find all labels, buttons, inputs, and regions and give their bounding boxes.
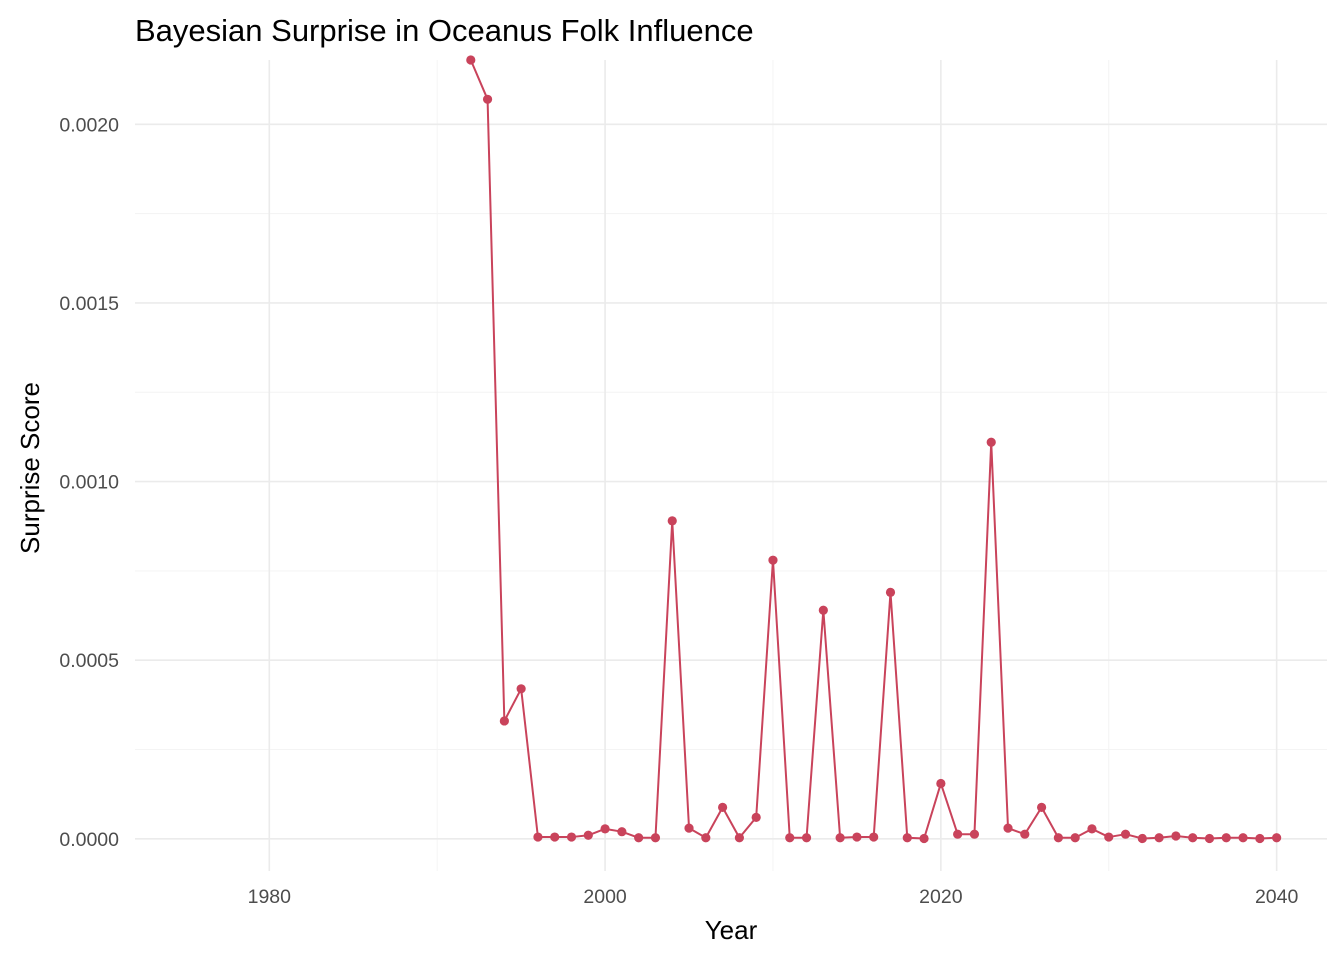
x-axis-tick-labels: 1980 2000 2020 2040 xyxy=(248,886,1299,908)
data-point xyxy=(634,833,644,843)
x-tick-label: 2020 xyxy=(919,886,963,908)
data-point xyxy=(902,833,912,843)
data-point xyxy=(986,437,996,447)
data-point xyxy=(919,833,929,844)
data-point xyxy=(1036,802,1047,813)
chart-title: Bayesian Surprise in Oceanus Folk Influe… xyxy=(135,13,754,48)
data-point xyxy=(734,833,744,843)
data-point xyxy=(1053,833,1063,843)
y-axis-title: Surprise Score xyxy=(15,382,45,554)
data-point xyxy=(818,605,828,615)
data-point xyxy=(835,833,845,843)
series-line xyxy=(469,59,1277,840)
data-point xyxy=(1221,833,1231,843)
data-point xyxy=(1137,833,1147,844)
data-point xyxy=(1238,833,1248,843)
x-tick-label: 2040 xyxy=(1255,886,1299,908)
data-point xyxy=(566,832,577,842)
data-point xyxy=(1003,823,1013,833)
data-point xyxy=(969,829,980,839)
data-point xyxy=(499,716,509,726)
data-point xyxy=(533,832,543,842)
data-point xyxy=(869,832,879,842)
x-axis-title: Year xyxy=(705,915,758,945)
y-tick-label: 0.0005 xyxy=(59,650,119,672)
data-point xyxy=(953,829,963,839)
data-point xyxy=(516,684,526,694)
data-point xyxy=(718,802,728,813)
x-tick-label: 1980 xyxy=(248,886,292,908)
data-point xyxy=(600,824,610,834)
data-point xyxy=(617,827,627,837)
data-point xyxy=(768,555,778,565)
data-point xyxy=(550,832,560,842)
y-tick-label: 0.0015 xyxy=(59,293,119,315)
y-axis-tick-labels: 0.0000 0.0005 0.0010 0.0015 0.0020 xyxy=(59,114,119,851)
major-grid xyxy=(135,60,1327,871)
data-point xyxy=(650,833,661,843)
series-points xyxy=(466,55,1282,844)
data-point xyxy=(1070,833,1080,843)
data-point xyxy=(1020,829,1030,839)
data-point xyxy=(785,833,795,843)
data-point xyxy=(801,833,812,843)
data-point xyxy=(1154,833,1164,843)
data-point xyxy=(701,833,711,843)
data-point xyxy=(936,778,946,789)
y-tick-label: 0.0010 xyxy=(59,472,119,494)
data-point xyxy=(1171,831,1181,841)
minor-grid xyxy=(135,60,1327,871)
data-point xyxy=(1188,833,1198,843)
series-lines xyxy=(469,59,1277,840)
data-point xyxy=(667,516,677,526)
data-point xyxy=(852,832,862,842)
data-point xyxy=(1272,833,1282,843)
data-point xyxy=(751,812,761,823)
y-tick-label: 0.0020 xyxy=(59,114,119,136)
data-point xyxy=(482,94,493,104)
y-tick-label: 0.0000 xyxy=(59,829,119,851)
data-point xyxy=(1087,824,1097,834)
data-point xyxy=(1204,833,1215,844)
data-point xyxy=(583,830,593,840)
data-point xyxy=(1104,832,1114,842)
data-point xyxy=(1120,829,1131,839)
data-point xyxy=(684,823,694,833)
data-point xyxy=(466,55,476,65)
data-point xyxy=(1255,833,1265,844)
data-point xyxy=(885,587,896,597)
x-tick-label: 2000 xyxy=(583,886,627,908)
